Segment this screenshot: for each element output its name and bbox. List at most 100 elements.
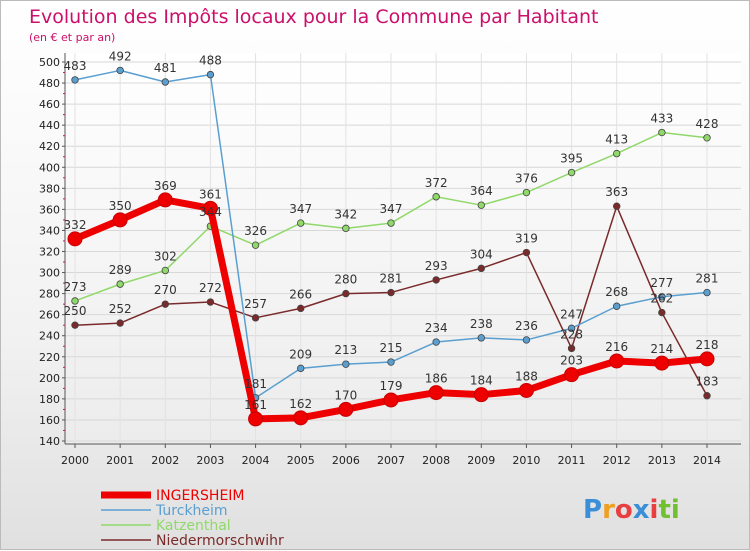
data-point	[613, 202, 621, 210]
data-label: 218	[696, 338, 719, 352]
data-point	[338, 401, 354, 417]
data-point	[202, 200, 218, 216]
data-label: 481	[154, 61, 177, 75]
data-label: 302	[154, 249, 177, 263]
data-label: 350	[109, 199, 132, 213]
data-point	[613, 149, 621, 158]
series-ingersheim	[67, 192, 715, 427]
series-turckheim	[71, 66, 711, 402]
data-label: 270	[154, 283, 177, 297]
data-point	[567, 324, 576, 333]
data-point	[477, 264, 485, 273]
data-point	[477, 201, 485, 209]
data-label: 215	[380, 341, 403, 355]
data-label: 342	[334, 207, 357, 221]
data-point	[251, 241, 260, 249]
data-label: 273	[64, 280, 87, 294]
data-label: 236	[515, 319, 538, 333]
x-tick-label: 2003	[196, 454, 224, 467]
data-label: 488	[199, 54, 222, 68]
y-tick-label: 300	[39, 267, 60, 280]
y-tick-label: 240	[39, 330, 60, 343]
y-tick-label: 440	[39, 119, 60, 132]
proxiti-logo: Proxiti	[583, 495, 680, 525]
data-label: 183	[696, 375, 719, 389]
data-label: 347	[380, 202, 403, 216]
data-label: 289	[109, 263, 132, 277]
data-label: 272	[199, 281, 222, 295]
data-point	[157, 192, 173, 208]
data-label: 332	[64, 218, 87, 232]
data-point	[518, 382, 534, 398]
data-point	[251, 314, 260, 322]
data-point	[522, 188, 531, 197]
data-point	[567, 344, 576, 353]
y-tick-label: 500	[39, 56, 60, 69]
data-label: 413	[605, 133, 628, 147]
data-label: 364	[470, 184, 493, 198]
y-tick-label: 340	[39, 224, 60, 237]
data-label: 266	[289, 287, 312, 301]
y-tick-label: 420	[39, 140, 60, 153]
x-tick-label: 2005	[287, 454, 315, 467]
data-point	[116, 66, 124, 75]
y-tick-label: 260	[39, 309, 60, 322]
data-label: 203	[560, 354, 583, 368]
data-point	[112, 212, 128, 228]
data-label: 433	[650, 112, 673, 126]
data-label: 369	[154, 179, 177, 193]
data-point	[658, 308, 666, 317]
data-point	[248, 411, 264, 427]
data-label: 361	[199, 187, 222, 201]
data-label: 162	[289, 397, 312, 411]
data-label: 234	[425, 321, 448, 335]
data-point	[432, 193, 440, 201]
x-tick-label: 2006	[332, 454, 360, 467]
x-tick-label: 2011	[558, 454, 586, 467]
data-point	[206, 298, 215, 306]
data-label: 363	[605, 185, 628, 199]
data-label: 347	[289, 202, 312, 216]
y-tick-label: 460	[39, 98, 60, 111]
data-label: 319	[515, 232, 538, 246]
data-label: 395	[560, 152, 583, 166]
data-label: 304	[470, 247, 493, 261]
data-label: 428	[696, 117, 719, 131]
x-tick-label: 2009	[467, 454, 495, 467]
x-tick-label: 2008	[422, 454, 450, 467]
data-label: 262	[650, 292, 673, 306]
data-label: 181	[244, 377, 267, 391]
data-point	[342, 289, 350, 298]
data-point	[473, 387, 489, 403]
data-point	[477, 334, 485, 342]
data-label: 216	[605, 340, 628, 354]
data-label: 492	[109, 49, 132, 63]
data-point	[703, 134, 711, 142]
data-label: 257	[244, 297, 267, 311]
data-point	[206, 70, 215, 79]
chart-title: Evolution des Impôts locaux pour la Comm…	[29, 6, 599, 28]
data-point	[161, 78, 169, 86]
data-point	[703, 392, 711, 400]
y-tick-label: 200	[39, 372, 60, 385]
legend-label-katzenthal: Katzenthal	[156, 518, 231, 534]
data-point	[432, 338, 440, 346]
data-label: 372	[425, 176, 448, 190]
y-tick-label: 220	[39, 351, 60, 364]
x-tick-label: 2000	[61, 454, 89, 467]
data-point	[703, 288, 711, 297]
x-tick-label: 2012	[603, 454, 631, 467]
data-point	[71, 76, 79, 84]
legend-label-niedermorschwihr: Niedermorschwihr	[156, 533, 284, 549]
data-label: 228	[560, 327, 583, 341]
legend-label-turckheim: Turckheim	[155, 503, 228, 519]
data-point	[342, 360, 350, 368]
data-label: 209	[289, 347, 312, 361]
data-point	[387, 288, 395, 297]
x-tick-label: 2007	[377, 454, 405, 467]
data-point	[387, 358, 395, 366]
data-label: 184	[470, 374, 493, 388]
data-label: 344	[199, 205, 222, 219]
